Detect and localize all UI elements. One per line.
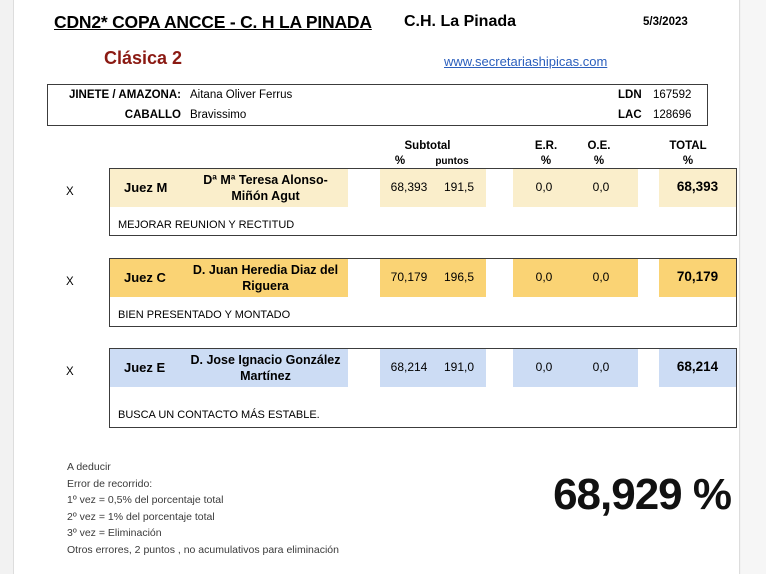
judge-person-e: D. Jose Ignacio González Martínez <box>190 353 341 383</box>
note-line: A deducir <box>67 461 111 473</box>
note-line: 1º vez = 0,5% del porcentaje total <box>67 494 224 506</box>
rider-name: Aitana Oliver Ferrus <box>190 89 293 101</box>
judge-total-m: 68,393 <box>676 179 719 194</box>
judge-marker-e: X <box>66 366 74 378</box>
column-header-er: E.R. <box>534 140 558 152</box>
judge-block-m: Juez M Dª Mª Teresa Alonso-Miñón Agut 68… <box>109 168 737 236</box>
judge-total-e: 68,214 <box>676 359 719 374</box>
judge-subtotal-cell-m: 68,393 191,5 <box>380 169 486 207</box>
judge-name-cell-c: Juez C D. Juan Heredia Diaz del Riguera <box>110 259 348 297</box>
judge-subtotal-pct-m: 68,393 <box>390 180 428 194</box>
judge-total-c: 70,179 <box>676 269 719 284</box>
judge-er-m: 0,0 <box>535 180 553 194</box>
note-line: 3º vez = Eliminación <box>67 527 162 539</box>
final-score: 68,929 % <box>553 470 732 519</box>
judge-block-c: Juez C D. Juan Heredia Diaz del Riguera … <box>109 258 737 327</box>
judge-position-c: Juez C <box>124 270 166 285</box>
judge-subtotal-points-m: 191,5 <box>443 180 475 194</box>
column-header-oe-pct: % <box>593 155 605 167</box>
judge-block-e: Juez E D. Jose Ignacio González Martínez… <box>109 348 737 428</box>
test-name: Clásica 2 <box>104 48 183 68</box>
judge-total-cell-c: 70,179 <box>659 259 736 297</box>
judge-total-cell-m: 68,393 <box>659 169 736 207</box>
horse-name: Bravissimo <box>190 109 247 121</box>
horse-label: CABALLO <box>124 109 181 121</box>
note-line: Error de recorrido: <box>67 477 153 490</box>
deduction-notes: A deducir Error de recorrido: 1º vez = 0… <box>67 459 467 558</box>
note-line: Otros errores, 2 puntos , no acumulativo… <box>67 543 339 556</box>
score-column-headers: Subtotal % puntos E.R. % O.E. % TOTAL % <box>14 140 741 170</box>
competition-title: CDN2* COPA ANCCE - C. H LA PINADA <box>54 12 372 32</box>
judge-subtotal-points-e: 191,0 <box>443 360 475 374</box>
column-header-total: TOTAL <box>669 140 707 152</box>
judge-subtotal-cell-c: 70,179 196,5 <box>380 259 486 297</box>
document-sheet: CDN2* COPA ANCCE - C. H LA PINADA C.H. L… <box>13 0 740 574</box>
judge-subtotal-cell-e: 68,214 191,0 <box>380 349 486 387</box>
document-date: 5/3/2023 <box>643 16 688 28</box>
club-name: C.H. La Pinada <box>404 13 517 30</box>
judge-subtotal-pct-e: 68,214 <box>390 360 428 374</box>
document-header: CDN2* COPA ANCCE - C. H LA PINADA C.H. L… <box>14 12 741 38</box>
judge-oe-m: 0,0 <box>592 180 610 194</box>
judge-name-cell-m: Juez M Dª Mª Teresa Alonso-Miñón Agut <box>110 169 348 207</box>
website-link[interactable]: www.secretariashipicas.com <box>444 54 608 69</box>
judge-er-e: 0,0 <box>535 360 553 374</box>
judge-er-oe-cell-c: 0,0 0,0 <box>513 259 638 297</box>
judge-comment-c: BIEN PRESENTADO Y MONTADO <box>118 309 291 321</box>
judge-er-c: 0,0 <box>535 270 553 284</box>
column-header-subtotal-points: puntos <box>435 156 469 167</box>
rider-label: JINETE / AMAZONA: <box>68 89 181 101</box>
column-header-total-pct: % <box>682 155 694 167</box>
rider-row: JINETE / AMAZONA: Aitana Oliver Ferrus L… <box>48 86 709 107</box>
ldn-label: LDN <box>618 89 642 101</box>
note-line: 2º vez = 1% del porcentaje total <box>67 510 215 523</box>
ldn-value: 167592 <box>653 89 692 101</box>
judge-comment-m: MEJORAR REUNION Y RECTITUD <box>118 219 295 231</box>
column-header-oe: O.E. <box>587 140 611 152</box>
column-header-er-pct: % <box>540 155 552 167</box>
rider-horse-info-box: JINETE / AMAZONA: Aitana Oliver Ferrus L… <box>47 84 708 126</box>
judge-person-c: D. Juan Heredia Diaz del Riguera <box>192 263 339 293</box>
page-right-margin <box>741 0 766 574</box>
judge-position-e: Juez E <box>124 360 166 375</box>
judge-subtotal-points-c: 196,5 <box>443 270 475 284</box>
judge-position-m: Juez M <box>124 180 168 195</box>
column-header-subtotal-pct: % <box>394 155 406 167</box>
column-header-subtotal: Subtotal <box>404 140 451 152</box>
lac-value: 128696 <box>653 109 692 121</box>
judge-name-cell-e: Juez E D. Jose Ignacio González Martínez <box>110 349 348 387</box>
judge-oe-c: 0,0 <box>592 270 610 284</box>
judge-oe-e: 0,0 <box>592 360 610 374</box>
judge-person-m: Dª Mª Teresa Alonso-Miñón Agut <box>203 173 328 203</box>
horse-row: CABALLO Bravissimo LAC 128696 <box>48 106 709 127</box>
judge-comment-e: BUSCA UN CONTACTO MÁS ESTABLE. <box>118 409 320 421</box>
judge-marker-c: X <box>66 276 74 288</box>
lac-label: LAC <box>618 109 642 121</box>
judge-total-cell-e: 68,214 <box>659 349 736 387</box>
judge-er-oe-cell-e: 0,0 0,0 <box>513 349 638 387</box>
judge-marker-m: X <box>66 186 74 198</box>
judge-er-oe-cell-m: 0,0 0,0 <box>513 169 638 207</box>
judge-subtotal-pct-c: 70,179 <box>390 270 428 284</box>
